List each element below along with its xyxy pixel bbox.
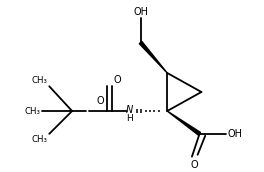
Text: OH: OH: [227, 129, 242, 139]
Polygon shape: [139, 41, 167, 73]
Text: CH₃: CH₃: [31, 135, 47, 144]
Text: CH₃: CH₃: [25, 106, 41, 116]
Text: O: O: [114, 75, 121, 85]
Text: H: H: [126, 114, 133, 123]
Text: O: O: [97, 96, 105, 106]
Text: OH: OH: [133, 7, 148, 17]
Text: N: N: [126, 105, 133, 115]
Text: O: O: [191, 159, 199, 170]
Polygon shape: [167, 111, 201, 135]
Text: CH₃: CH₃: [31, 76, 47, 85]
